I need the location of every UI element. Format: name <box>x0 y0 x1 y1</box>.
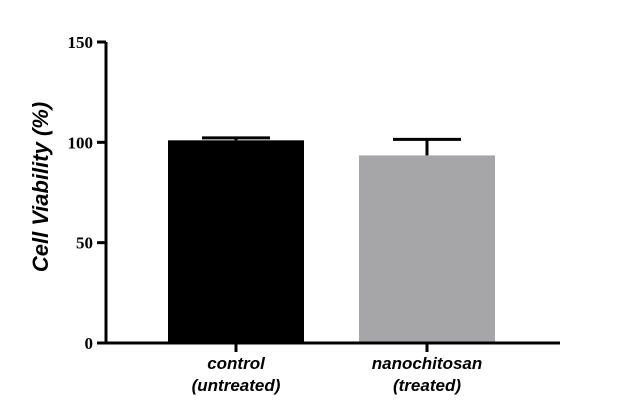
x-tick-label-1-1: (treated) <box>393 376 461 395</box>
y-tick-label-0: 0 <box>85 334 94 353</box>
x-tick-label-0-0: control <box>207 354 266 373</box>
y-tick-label-100: 100 <box>68 133 94 152</box>
plot-area: 0 50 100 150 control (untreated) nanochitosan (… <box>68 33 560 395</box>
y-tick-label-50: 50 <box>76 234 93 253</box>
x-tick-label-1-0: nanochitosan <box>372 354 483 373</box>
bar-1 <box>359 155 495 343</box>
y-tick-label-150: 150 <box>68 33 94 52</box>
y-axis-title: Cell Viability (%) <box>28 102 53 272</box>
bar-0 <box>168 140 304 343</box>
x-tick-label-0-1: (untreated) <box>192 376 281 395</box>
